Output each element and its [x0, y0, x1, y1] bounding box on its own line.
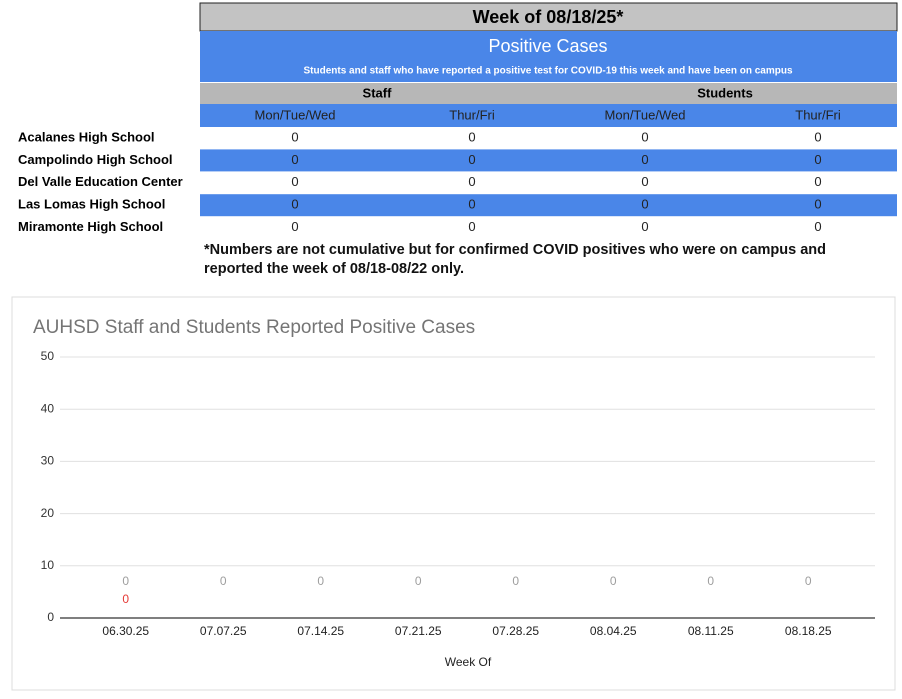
cell-value: 0	[291, 129, 298, 144]
data-label: 0	[415, 574, 422, 588]
cell-value: 0	[814, 197, 821, 212]
title-cell	[199, 2, 898, 32]
cell-value: 0	[291, 152, 298, 167]
column-row	[200, 104, 897, 127]
table-subheading: Students and staff who have reported a p…	[304, 66, 793, 77]
cell-value: 0	[814, 129, 821, 144]
school-name: Las Lomas High School	[18, 197, 165, 212]
data-label: 0	[707, 574, 714, 588]
data-label: 0	[122, 574, 129, 588]
school-name: Campolindo High School	[18, 152, 173, 167]
x-tick-label: 07.07.25	[200, 624, 247, 638]
x-tick-label: 07.28.25	[492, 624, 539, 638]
cell-value: 0	[641, 219, 648, 234]
cell-value: 0	[468, 152, 475, 167]
x-tick-label: 08.18.25	[785, 624, 832, 638]
cell-value: 0	[291, 174, 298, 189]
school-name: Miramonte High School	[18, 219, 163, 234]
chart-title: AUHSD Staff and Students Reported Positi…	[33, 317, 475, 338]
cell-value: 0	[814, 174, 821, 189]
data-label: 0	[610, 574, 617, 588]
x-axis-label: Week Of	[445, 655, 492, 669]
group-row	[200, 83, 897, 104]
x-tick-label: 07.14.25	[297, 624, 344, 638]
row-band	[200, 149, 897, 172]
cell-value: 0	[814, 152, 821, 167]
x-tick-label: 06.30.25	[102, 624, 149, 638]
data-label: 0	[805, 574, 812, 588]
y-tick-label: 50	[41, 349, 55, 363]
note: *Numbers are not cumulative but for conf…	[204, 242, 826, 258]
heading-band	[200, 31, 897, 82]
cell-value: 0	[641, 152, 648, 167]
cell-value: 0	[641, 174, 648, 189]
table-heading: Positive Cases	[488, 36, 607, 56]
y-tick-label: 10	[41, 558, 55, 572]
cell-value: 0	[468, 174, 475, 189]
data-label: 0	[220, 574, 227, 588]
x-tick-label: 08.11.25	[688, 624, 734, 638]
school-name: Del Valle Education Center	[18, 174, 183, 189]
group-header: Staff	[363, 85, 393, 100]
y-tick-label: 40	[41, 401, 55, 415]
data-label: 0	[512, 574, 519, 588]
row-band	[200, 194, 897, 217]
cell-value: 0	[291, 197, 298, 212]
x-tick-label: 07.21.25	[395, 624, 442, 638]
cell-value: 0	[814, 219, 821, 234]
cell-value: 0	[291, 219, 298, 234]
x-tick-label: 08.04.25	[590, 624, 637, 638]
column-header: Mon/Tue/Wed	[255, 107, 336, 122]
cell-value: 0	[468, 219, 475, 234]
y-tick-label: 30	[41, 454, 55, 468]
group-header: Students	[697, 85, 753, 100]
cell-value: 0	[468, 129, 475, 144]
cell-value: 0	[468, 197, 475, 212]
table-title: Week of 08/18/25*	[473, 7, 624, 27]
y-tick-label: 0	[47, 610, 54, 624]
school-name: Acalanes High School	[18, 129, 155, 144]
cell-value: 0	[641, 197, 648, 212]
data-label: 0	[317, 574, 324, 588]
column-header: Mon/Tue/Wed	[605, 107, 686, 122]
column-header: Thur/Fri	[449, 107, 495, 122]
cell-value: 0	[641, 129, 648, 144]
column-header: Thur/Fri	[795, 107, 841, 122]
note: reported the week of 08/18-08/22 only.	[204, 261, 464, 277]
y-tick-label: 20	[41, 506, 55, 520]
data-label: 0	[122, 592, 129, 606]
chart-frame	[11, 296, 896, 691]
